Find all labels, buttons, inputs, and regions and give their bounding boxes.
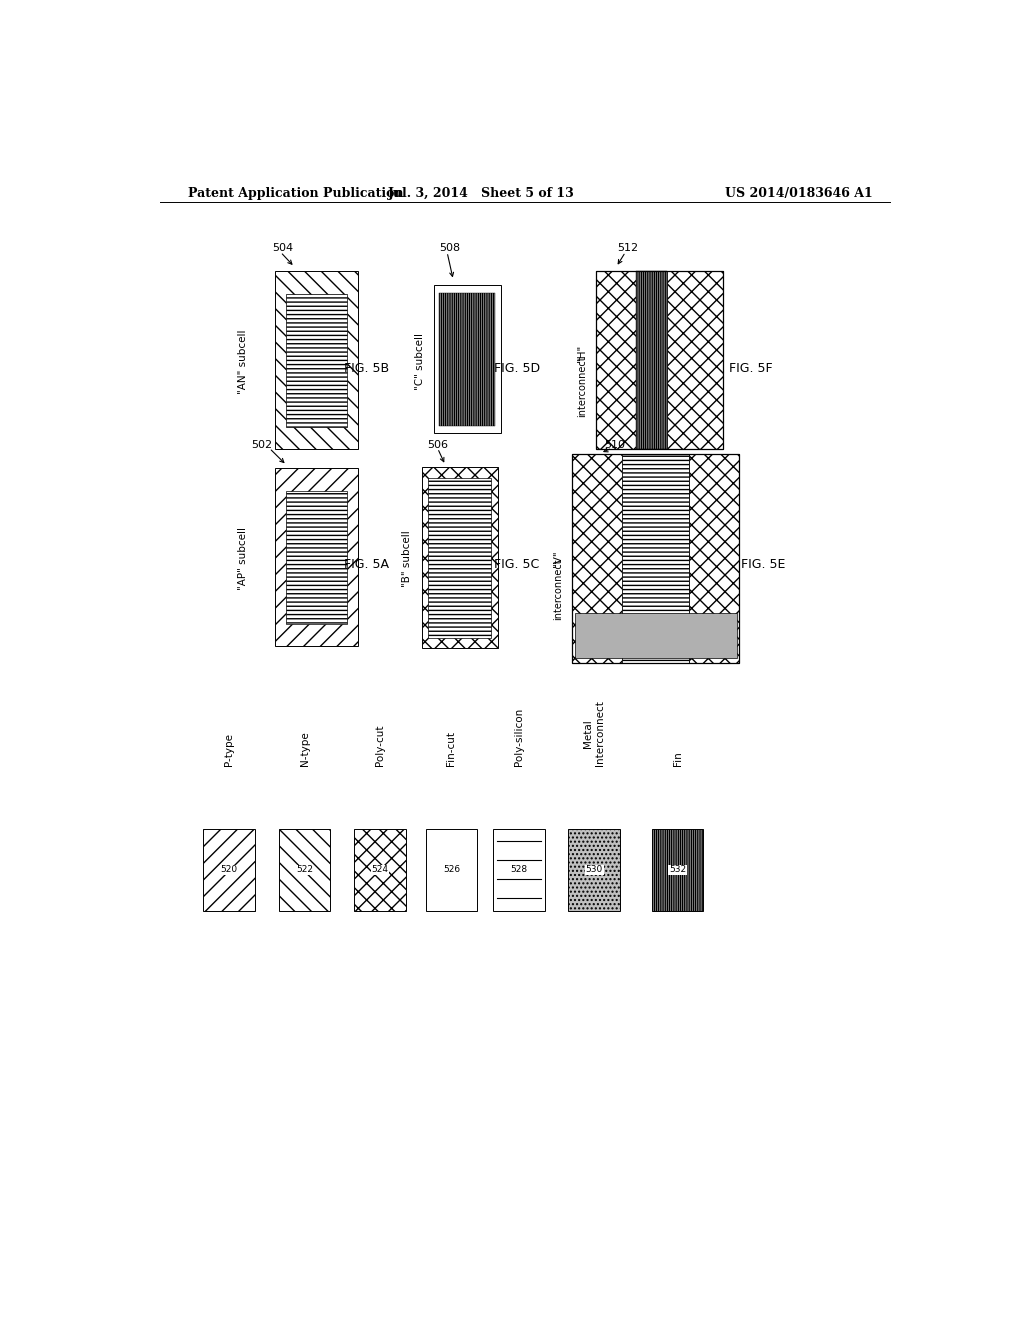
Text: "AN" subcell: "AN" subcell — [238, 330, 248, 393]
Text: N-type: N-type — [300, 731, 309, 766]
Bar — [286, 491, 347, 624]
Text: Jul. 3, 2014   Sheet 5 of 13: Jul. 3, 2014 Sheet 5 of 13 — [388, 187, 574, 201]
Text: 502: 502 — [251, 440, 272, 450]
Bar — [274, 469, 358, 647]
Text: Fin: Fin — [673, 751, 683, 766]
Text: 508: 508 — [439, 243, 460, 253]
Text: Poly-silicon: Poly-silicon — [514, 708, 524, 766]
Text: 530: 530 — [586, 866, 603, 874]
Bar — [572, 454, 623, 663]
Bar — [422, 467, 498, 648]
Text: 522: 522 — [296, 866, 313, 874]
Bar — [433, 285, 501, 433]
Bar — [204, 829, 255, 911]
Text: 528: 528 — [510, 866, 527, 874]
Text: FIG. 5B: FIG. 5B — [343, 362, 389, 375]
Text: 532: 532 — [669, 866, 686, 874]
Bar — [572, 454, 739, 663]
Text: 512: 512 — [617, 243, 639, 253]
Text: interconnect: interconnect — [577, 355, 587, 417]
Text: 510: 510 — [604, 440, 625, 450]
Text: Metal
Interconnect: Metal Interconnect — [584, 701, 605, 766]
Bar — [428, 478, 492, 638]
Bar — [596, 271, 723, 449]
Text: US 2014/0183646 A1: US 2014/0183646 A1 — [725, 187, 872, 201]
Bar — [354, 829, 406, 911]
Text: 526: 526 — [442, 866, 460, 874]
Text: 506: 506 — [427, 440, 449, 450]
Text: P-type: P-type — [224, 733, 234, 766]
Text: 524: 524 — [372, 866, 388, 874]
Bar — [439, 293, 496, 426]
Bar — [286, 293, 347, 426]
Bar — [636, 271, 668, 449]
Bar — [623, 454, 689, 663]
Bar — [689, 454, 739, 663]
Text: FIG. 5C: FIG. 5C — [495, 558, 540, 572]
Text: Fin-cut: Fin-cut — [446, 731, 457, 766]
Bar — [652, 829, 703, 911]
Text: "C" subcell: "C" subcell — [415, 333, 425, 391]
Text: FIG. 5E: FIG. 5E — [740, 558, 785, 572]
Text: FIG. 5D: FIG. 5D — [494, 362, 540, 375]
Text: "AP" subcell: "AP" subcell — [238, 528, 248, 590]
Text: "B" subcell: "B" subcell — [402, 531, 413, 587]
Bar — [568, 829, 621, 911]
Text: interconnect: interconnect — [553, 558, 563, 620]
Text: Poly-cut: Poly-cut — [375, 725, 385, 766]
Text: 520: 520 — [220, 866, 238, 874]
Bar — [668, 271, 723, 449]
Bar — [494, 829, 545, 911]
Bar — [279, 829, 331, 911]
Text: FIG. 5F: FIG. 5F — [729, 362, 773, 375]
Bar — [596, 271, 636, 449]
Text: Patent Application Publication: Patent Application Publication — [187, 187, 403, 201]
Bar — [274, 271, 358, 449]
Text: FIG. 5A: FIG. 5A — [344, 558, 388, 572]
Text: "H": "H" — [577, 345, 587, 362]
Bar — [426, 829, 477, 911]
Text: 504: 504 — [272, 243, 293, 253]
Text: "V": "V" — [553, 550, 563, 568]
Bar — [574, 612, 736, 659]
